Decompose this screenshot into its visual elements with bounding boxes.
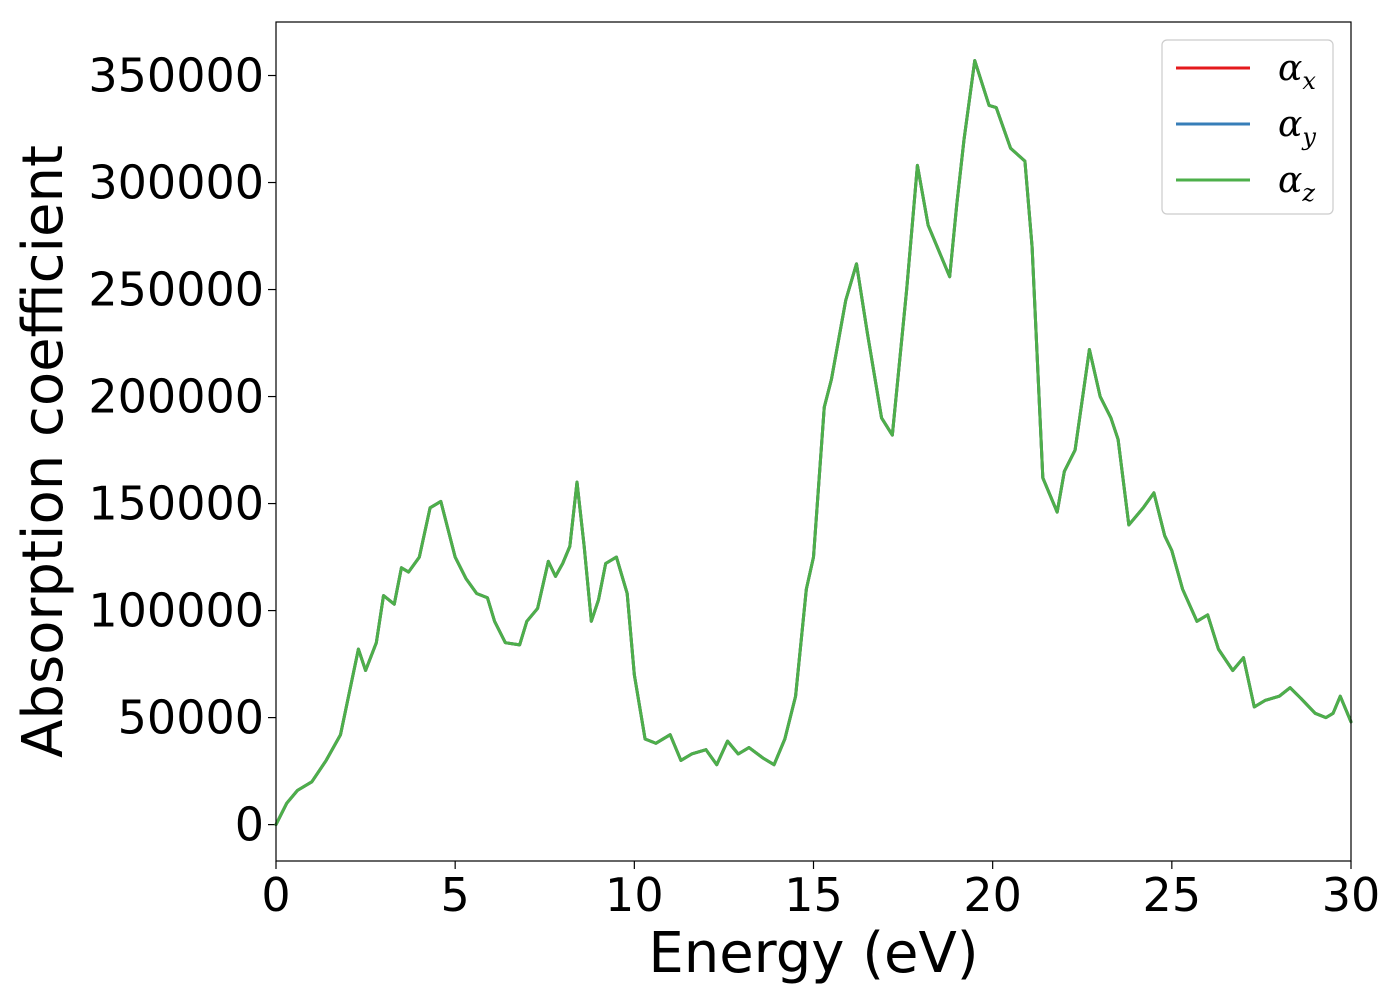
series-line-3 <box>274 59 1353 827</box>
legend-label: αx <box>1278 48 1316 95</box>
x-axis-label: Energy (eV) <box>648 921 978 986</box>
plot-frame <box>275 21 1352 862</box>
y-tick-label: 0 <box>235 798 264 852</box>
y-tick-label: 250000 <box>88 263 264 317</box>
x-tick-label: 5 <box>441 868 470 922</box>
y-tick-label: 200000 <box>88 370 264 424</box>
y-tick-label: 150000 <box>88 477 264 531</box>
legend: αx αy αz <box>1161 39 1334 215</box>
x-tick-label: 25 <box>1143 868 1202 922</box>
y-tick-label: 300000 <box>88 156 264 210</box>
y-axis-label: Absorption coefficient <box>11 145 76 758</box>
x-tick-label: 20 <box>963 868 1022 922</box>
legend-box <box>1161 39 1334 215</box>
legend-label: αy <box>1278 104 1316 151</box>
x-tick-label: 0 <box>261 868 290 922</box>
x-tick-label: 30 <box>1322 868 1381 922</box>
x-tick-label: 10 <box>605 868 664 922</box>
x-tick-label: 15 <box>784 868 843 922</box>
y-tick-label: 100000 <box>88 584 264 638</box>
tick-layer: 0 5 10 15 20 25 30 0 50000 100000 150000 200000 2500… <box>88 49 1380 922</box>
y-tick-label: 350000 <box>88 49 264 103</box>
legend-label: αz <box>1278 160 1315 207</box>
y-tick-label: 50000 <box>118 691 264 745</box>
line-layer <box>274 59 1353 827</box>
